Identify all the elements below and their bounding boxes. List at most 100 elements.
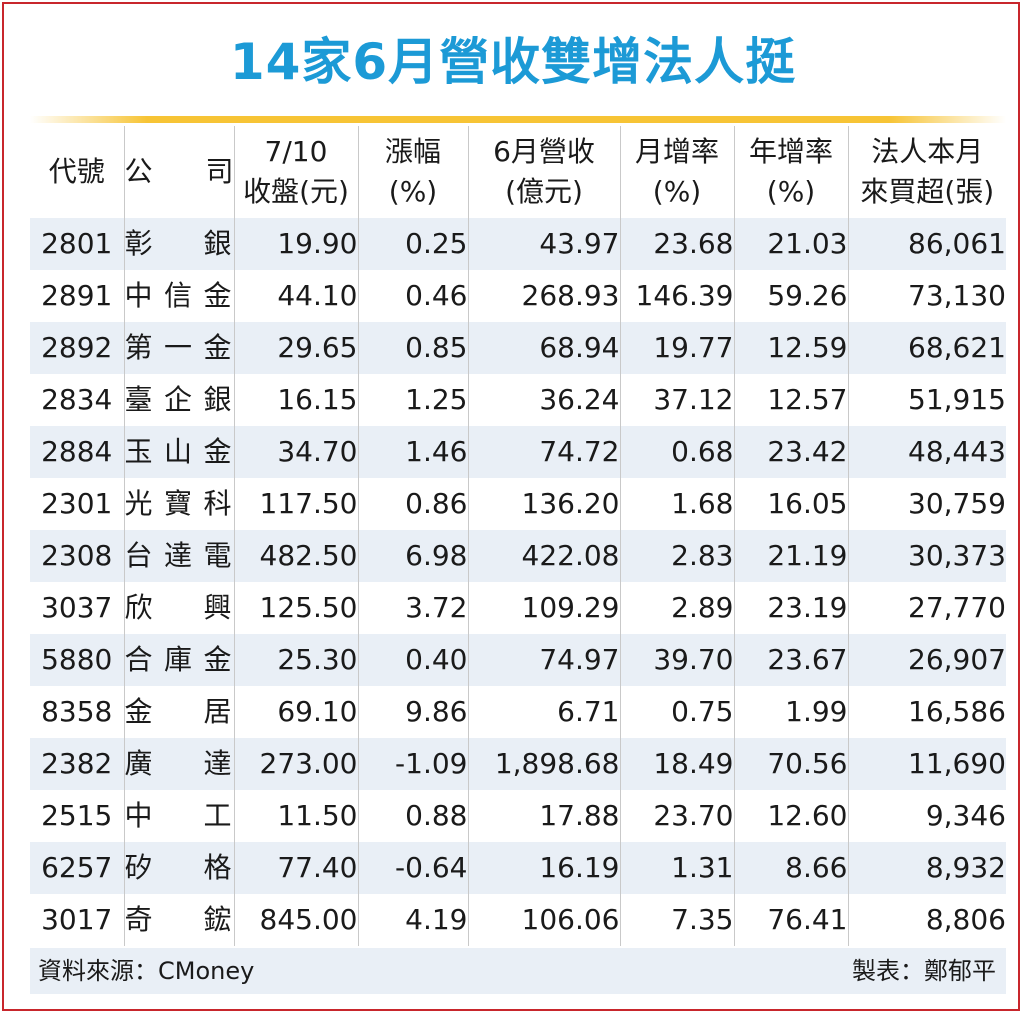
cell-revenue: 136.20 bbox=[468, 478, 621, 530]
cell-code: 3017 bbox=[30, 894, 125, 946]
cell-revenue: 68.94 bbox=[468, 322, 621, 374]
cell-close: 25.30 bbox=[234, 634, 359, 686]
cell-institutional: 30,373 bbox=[848, 530, 1006, 582]
cell-institutional: 16,586 bbox=[908, 695, 1006, 728]
revenue-table: 代號 公 司 7/10 收盤(元) 漲幅 (%) 6月營收 (億元) 月增率 (%) 年… bbox=[30, 126, 1006, 946]
cell-yoy: 21.19 bbox=[734, 530, 849, 582]
table-row: 2884 玉山金 34.70 1.46 74.72 0.68 23.42 48,443 bbox=[30, 426, 1006, 478]
cell-close: 19.90 bbox=[234, 218, 359, 270]
table-row: 2801 彰銀 19.90 0.25 43.97 23.68 21.03 86,061 bbox=[30, 218, 1006, 270]
cell-close: 845.00 bbox=[234, 894, 359, 946]
cell-yoy: 59.26 bbox=[734, 270, 849, 322]
cell-institutional: 68,621 bbox=[848, 322, 1006, 374]
table-row: 5880 合庫金 25.30 0.40 74.97 39.70 23.67 26,907 bbox=[30, 634, 1006, 686]
cell-company: 臺企銀 bbox=[124, 374, 235, 426]
cell-change: 0.85 bbox=[358, 322, 469, 374]
header-close: 7/10 收盤(元) bbox=[234, 126, 359, 218]
cell-code: 2301 bbox=[30, 478, 125, 530]
cell-close: 125.50 bbox=[234, 582, 359, 634]
cell-code: 3037 bbox=[30, 582, 125, 634]
cell-mom: 19.77 bbox=[620, 322, 735, 374]
cell-code: 5880 bbox=[30, 634, 125, 686]
header-revenue: 6月營收 (億元) bbox=[468, 126, 621, 218]
cell-revenue: 422.08 bbox=[468, 530, 621, 582]
cell-code: 2308 bbox=[30, 530, 125, 582]
cell-yoy: 12.59 bbox=[734, 322, 849, 374]
cell-company: 中工 bbox=[124, 790, 235, 842]
table-row: 2301 光寶科 117.50 0.86 136.20 1.68 16.05 30,759 bbox=[30, 478, 1006, 530]
table-row: 2382 廣達 273.00 -1.09 1,898.68 18.49 70.56 11,69… bbox=[30, 738, 1006, 790]
source-note: 資料來源：CMoney bbox=[38, 957, 255, 985]
cell-yoy: 76.41 bbox=[734, 894, 849, 946]
cell-company: 台達電 bbox=[124, 530, 235, 582]
cell-company: 玉山金 bbox=[124, 426, 235, 478]
cell-change: 3.72 bbox=[358, 582, 469, 634]
cell-revenue: 74.97 bbox=[468, 634, 621, 686]
cell-company: 奇鋐 bbox=[124, 894, 235, 946]
cell-mom: 0.75 bbox=[620, 686, 735, 738]
cell-code: 8358 bbox=[30, 686, 125, 738]
cell-close: 11.50 bbox=[234, 790, 359, 842]
cell-yoy: 23.19 bbox=[734, 582, 849, 634]
cell-yoy: 16.05 bbox=[734, 478, 849, 530]
cell-institutional: 26,907 bbox=[848, 634, 1006, 686]
cell-change: 0.88 bbox=[358, 790, 469, 842]
cell-close: 69.10 bbox=[234, 686, 359, 738]
cell-revenue: 268.93 bbox=[468, 270, 621, 322]
cell-change: 0.46 bbox=[358, 270, 469, 322]
cell-yoy: 70.56 bbox=[734, 738, 849, 790]
cell-code: 2892 bbox=[30, 322, 125, 374]
cell-institutional: 48,443 bbox=[848, 426, 1006, 478]
table-row: 8358 金居 69.10 9.86 6.71 0.75 1.99 16,586 bbox=[30, 686, 1006, 738]
footer-bar: 資料來源：CMoney 製表：鄭郁平 bbox=[30, 948, 1006, 994]
cell-institutional: 27,770 bbox=[908, 591, 1006, 624]
cell-revenue: 36.24 bbox=[468, 374, 621, 426]
cell-code: 2515 bbox=[30, 790, 125, 842]
cell-company: 金居 bbox=[124, 686, 235, 738]
table-row: 2892 第一金 29.65 0.85 68.94 19.77 12.59 68,621 bbox=[30, 322, 1006, 374]
header-yoy: 年增率 (%) bbox=[734, 126, 849, 218]
table-row: 2515 中工 11.50 0.88 17.88 23.70 12.60 9,346 bbox=[30, 790, 1006, 842]
cell-company: 矽格 bbox=[124, 842, 235, 894]
cell-institutional: 30,759 bbox=[908, 487, 1006, 520]
cell-change: -1.09 bbox=[358, 738, 469, 790]
table-row: 3037 欣興 125.50 3.72 109.29 2.89 23.19 27,770 bbox=[30, 582, 1006, 634]
header-code: 代號 bbox=[30, 126, 125, 218]
cell-mom: 1.31 bbox=[620, 842, 735, 894]
cell-mom: 2.83 bbox=[620, 530, 735, 582]
cell-revenue: 106.06 bbox=[468, 894, 621, 946]
table-row: 3017 奇鋐 845.00 4.19 106.06 7.35 76.41 8,806 bbox=[30, 894, 1006, 946]
cell-change: 6.98 bbox=[358, 530, 469, 582]
cell-revenue: 43.97 bbox=[468, 218, 621, 270]
cell-change: 4.19 bbox=[358, 894, 469, 946]
cell-code: 2891 bbox=[30, 270, 125, 322]
cell-close: 117.50 bbox=[234, 478, 359, 530]
table-row: 2308 台達電 482.50 6.98 422.08 2.83 21.19 30,373 bbox=[30, 530, 1006, 582]
cell-company: 第一金 bbox=[124, 322, 235, 374]
cell-revenue: 1,898.68 bbox=[468, 738, 621, 790]
cell-change: 9.86 bbox=[358, 686, 469, 738]
cell-change: 0.40 bbox=[358, 634, 469, 686]
table-row: 2834 臺企銀 16.15 1.25 36.24 37.12 12.57 51,915 bbox=[30, 374, 1006, 426]
cell-mom: 23.70 bbox=[620, 790, 735, 842]
cell-yoy: 12.60 bbox=[734, 790, 849, 842]
cell-revenue: 6.71 bbox=[468, 686, 621, 738]
cell-mom: 18.49 bbox=[620, 738, 735, 790]
cell-yoy: 21.03 bbox=[734, 218, 849, 270]
cell-company: 光寶科 bbox=[124, 478, 235, 530]
cell-mom: 23.68 bbox=[620, 218, 735, 270]
cell-close: 273.00 bbox=[234, 738, 359, 790]
cell-change: 1.25 bbox=[358, 374, 469, 426]
cell-revenue: 74.72 bbox=[468, 426, 621, 478]
cell-yoy: 23.42 bbox=[734, 426, 849, 478]
cell-revenue: 16.19 bbox=[468, 842, 621, 894]
cell-company: 中信金 bbox=[124, 270, 235, 322]
header-change: 漲幅 (%) bbox=[358, 126, 469, 218]
cell-mom: 1.68 bbox=[620, 478, 735, 530]
cell-mom: 37.12 bbox=[620, 374, 735, 426]
cell-institutional: 51,915 bbox=[908, 383, 1006, 416]
cell-company: 彰銀 bbox=[124, 218, 235, 270]
cell-institutional: 86,061 bbox=[848, 218, 1006, 270]
cell-close: 77.40 bbox=[234, 842, 359, 894]
